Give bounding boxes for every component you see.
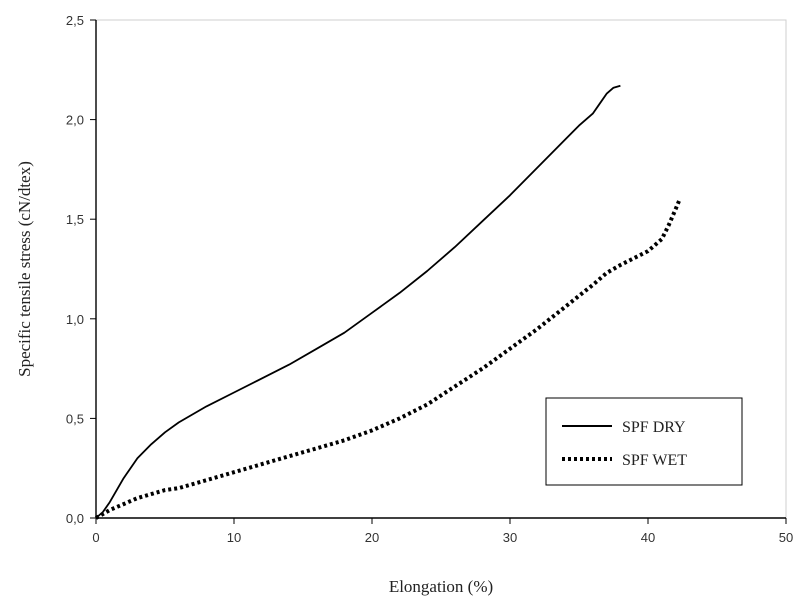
legend-box — [545, 397, 743, 486]
y-tick-label: 2,5 — [66, 13, 84, 28]
x-tick-label: 30 — [503, 530, 517, 545]
x-tick-label: 20 — [365, 530, 379, 545]
x-tick-label: 50 — [779, 530, 793, 545]
x-axis-title: Elongation (%) — [389, 577, 493, 596]
x-tick-label: 0 — [92, 530, 99, 545]
x-tick-label: 10 — [227, 530, 241, 545]
series-line-spf-dry — [95, 84, 621, 519]
x-tick-label: 40 — [641, 530, 655, 545]
y-tick-label: 2,0 — [66, 113, 84, 128]
x-axis-ticks: 0 10 20 30 40 50 — [92, 518, 793, 545]
y-axis-title: Specific tensile stress (cN/dtex) — [15, 161, 34, 377]
legend: SPF DRY SPF WET — [545, 397, 743, 486]
series-line-spf-wet — [94, 198, 682, 520]
y-tick-label: 0,0 — [66, 511, 84, 526]
y-tick-label: 0,5 — [66, 411, 84, 426]
y-tick-label: 1,0 — [66, 312, 84, 327]
y-tick-label: 1,5 — [66, 212, 84, 227]
series-layer — [94, 84, 682, 520]
legend-label-wet: SPF WET — [622, 452, 687, 469]
y-axis-ticks: 0,0 0,5 1,0 1,5 2,0 2,5 — [66, 13, 96, 526]
legend-label-dry: SPF DRY — [622, 419, 686, 436]
